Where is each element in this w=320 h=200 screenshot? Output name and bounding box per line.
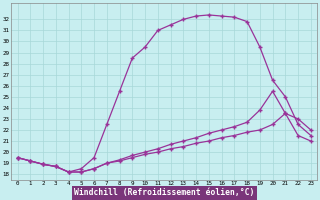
X-axis label: Windchill (Refroidissement éolien,°C): Windchill (Refroidissement éolien,°C)	[74, 188, 254, 197]
